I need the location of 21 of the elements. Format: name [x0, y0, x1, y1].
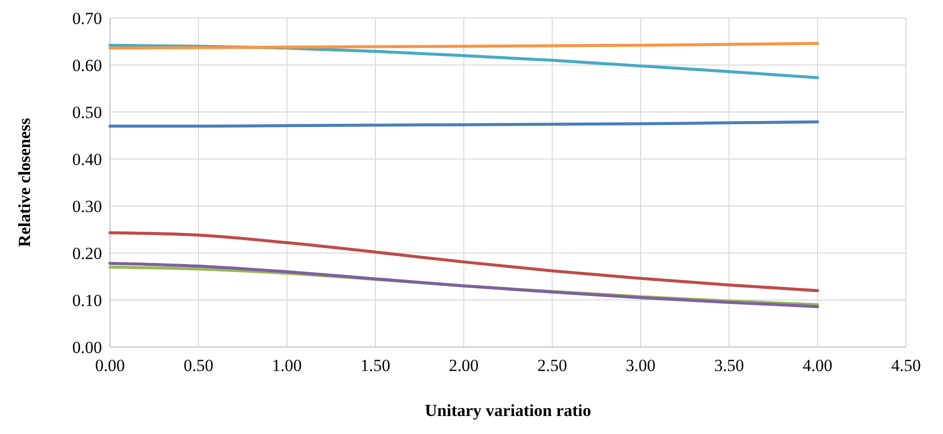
x-tick-label: 2.50 — [537, 356, 568, 375]
y-tick-label: 0.40 — [72, 150, 102, 169]
y-axis-title: Relative closeness — [15, 118, 34, 247]
x-tick-label: 0.50 — [184, 356, 214, 375]
y-tick-label: 0.60 — [72, 56, 102, 75]
y-tick-label: 0.50 — [72, 102, 102, 122]
line-series — [108, 231, 820, 292]
y-tick-label: 0.00 — [72, 338, 102, 357]
y-tick-label: 0.20 — [72, 244, 102, 263]
y-tick-label: 0.70 — [72, 8, 102, 28]
x-tick-label: 4.00 — [802, 356, 832, 375]
y-tick-label: 0.10 — [72, 290, 102, 310]
x-tick-label: 2.00 — [448, 356, 479, 375]
x-axis-title: Unitary variation ratio — [424, 401, 592, 420]
x-tick-label: 0.00 — [95, 356, 125, 375]
x-tick-label: 3.50 — [714, 356, 744, 375]
x-tick-label: 1.00 — [272, 356, 302, 375]
y-tick-label: 0.30 — [72, 196, 102, 216]
x-tick-label: 4.50 — [891, 356, 921, 375]
x-tick-label: 1.50 — [360, 356, 390, 375]
x-tick-label: 3.00 — [626, 356, 656, 375]
